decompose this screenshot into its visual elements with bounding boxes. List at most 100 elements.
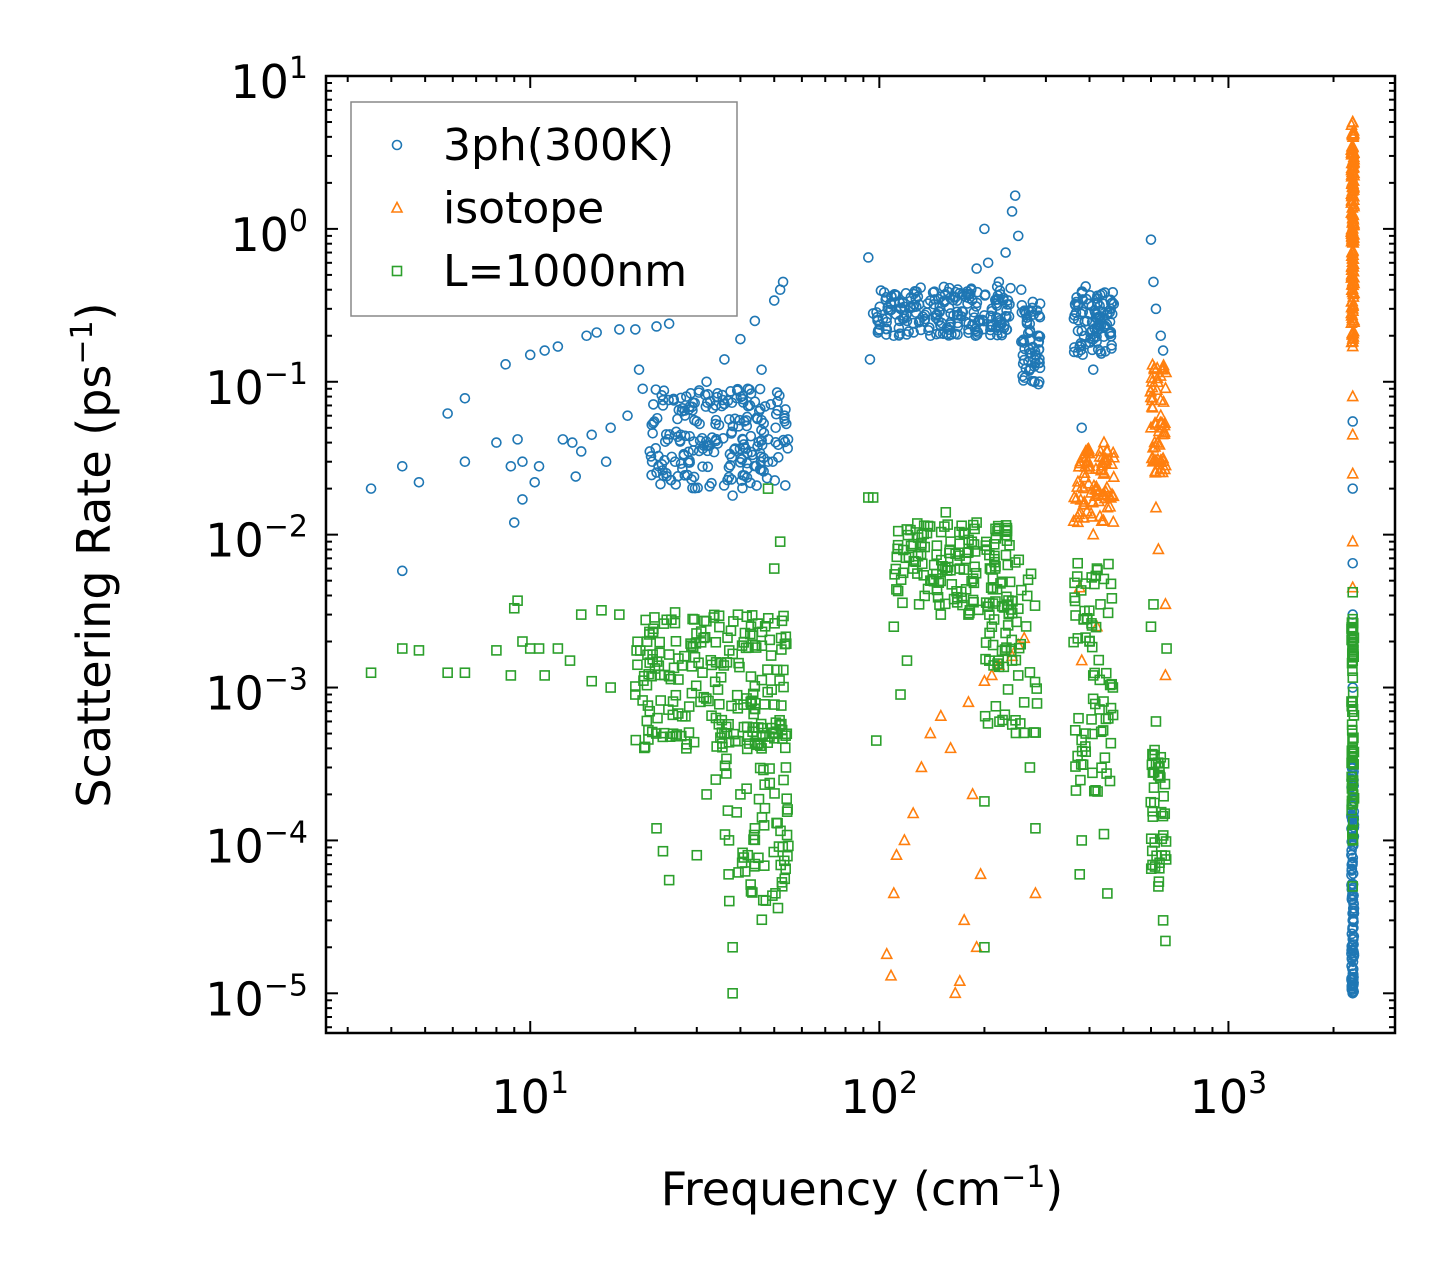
point-triangle-324 [1345,195,1358,208]
point-square-233 [738,721,750,733]
point-square-9 [517,636,528,647]
point-circle-302 [655,478,666,490]
point-circle-480 [950,292,961,303]
point-square-74 [1098,828,1110,840]
point-square-675 [1150,757,1162,769]
point-square-279 [774,675,785,686]
point-square-517 [994,716,1005,727]
point-square-226 [731,689,743,701]
point-circle-520 [922,298,934,309]
point-circle-246 [733,421,744,432]
point-circle-306 [653,460,664,472]
point-circle-19 [557,434,569,445]
point-circle-257 [717,433,729,444]
point-circle-581 [1075,308,1087,320]
point-square-615 [1094,674,1106,686]
point-square-260 [641,636,653,647]
point-circle-666 [1026,302,1038,314]
point-triangle-110 [1093,509,1107,522]
point-circle-247 [688,471,700,483]
point-square-304 [732,703,744,714]
point-square-13 [552,643,564,654]
point-square-631 [1073,712,1084,724]
point-circle-513 [890,309,902,320]
point-square-150 [718,660,730,671]
point-circle-55 [864,354,876,365]
point-square-626 [1089,698,1101,710]
point-square-621 [1070,610,1081,621]
point-square-178 [630,734,642,746]
point-square-357 [721,728,733,739]
point-circle-771 [1347,963,1358,975]
point-square-377 [942,519,954,530]
point-square-308 [731,807,742,818]
point-square-314 [781,806,793,817]
point-square-736 [1347,624,1359,636]
point-circle-321 [778,434,789,446]
point-square-382 [954,538,965,550]
point-circle-177 [660,429,672,440]
point-circle-790 [1348,934,1359,945]
point-triangle-191 [1149,465,1162,478]
point-triangle-343 [1347,123,1360,136]
point-square-426 [968,577,980,589]
point-circle-568 [1107,297,1118,308]
point-square-627 [1104,679,1116,691]
point-circle-202 [662,434,674,445]
point-circle-344 [1001,305,1012,316]
point-circle-76 [1012,230,1024,242]
point-circle-274 [782,443,794,454]
point-circle-593 [1068,313,1080,324]
point-circle-244 [723,471,735,483]
point-square-671 [1147,811,1159,822]
point-square-348 [723,895,735,907]
point-triangle-178 [1150,435,1164,448]
point-triangle-26 [1075,653,1089,666]
point-triangle-42 [1159,668,1172,681]
point-square-471 [966,536,978,548]
point-circle-281 [648,399,659,410]
point-circle-31 [633,364,645,375]
point-square-494 [964,605,976,616]
point-square-15 [575,609,587,620]
point-circle-265 [780,404,791,415]
point-circle-658 [1034,331,1046,342]
point-circle-569 [1084,337,1096,348]
point-circle-148 [646,419,658,431]
point-square-599 [1086,714,1097,725]
point-circle-643 [1034,298,1046,310]
point-triangle-8 [934,708,948,721]
point-square-207 [766,684,777,695]
point-circle-511 [1000,310,1011,322]
x-tick-label: 103 [1190,1066,1268,1124]
point-square-327 [749,722,760,733]
point-triangle-16 [974,867,987,880]
point-square-214 [710,657,722,668]
y-tick-label: 10−4 [205,815,308,873]
point-circle-179 [716,400,728,412]
point-circle-772 [1347,923,1358,935]
point-triangle-65 [1100,480,1114,493]
point-triangle-0 [880,947,894,960]
point-square-190 [732,609,744,620]
point-square-660 [1158,790,1169,802]
point-square-217 [686,687,698,699]
point-triangle-112 [1077,497,1091,510]
point-square-247 [764,634,776,646]
point-square-733 [1348,651,1359,662]
point-square-353 [779,873,791,885]
point-triangle-119 [1084,506,1098,519]
point-circle-461 [924,322,935,333]
point-square-299 [758,764,769,776]
point-square-66 [1072,557,1083,569]
point-square-451 [901,524,913,535]
point-square-568 [987,598,999,609]
point-triangle-109 [1097,487,1111,500]
point-triangle-144 [1152,424,1166,437]
point-circle-491 [972,286,983,298]
point-square-12 [539,670,550,681]
point-triangle-183 [1154,461,1168,474]
point-circle-63 [925,330,936,342]
point-square-719 [1348,746,1360,758]
point-square-362 [778,774,789,786]
